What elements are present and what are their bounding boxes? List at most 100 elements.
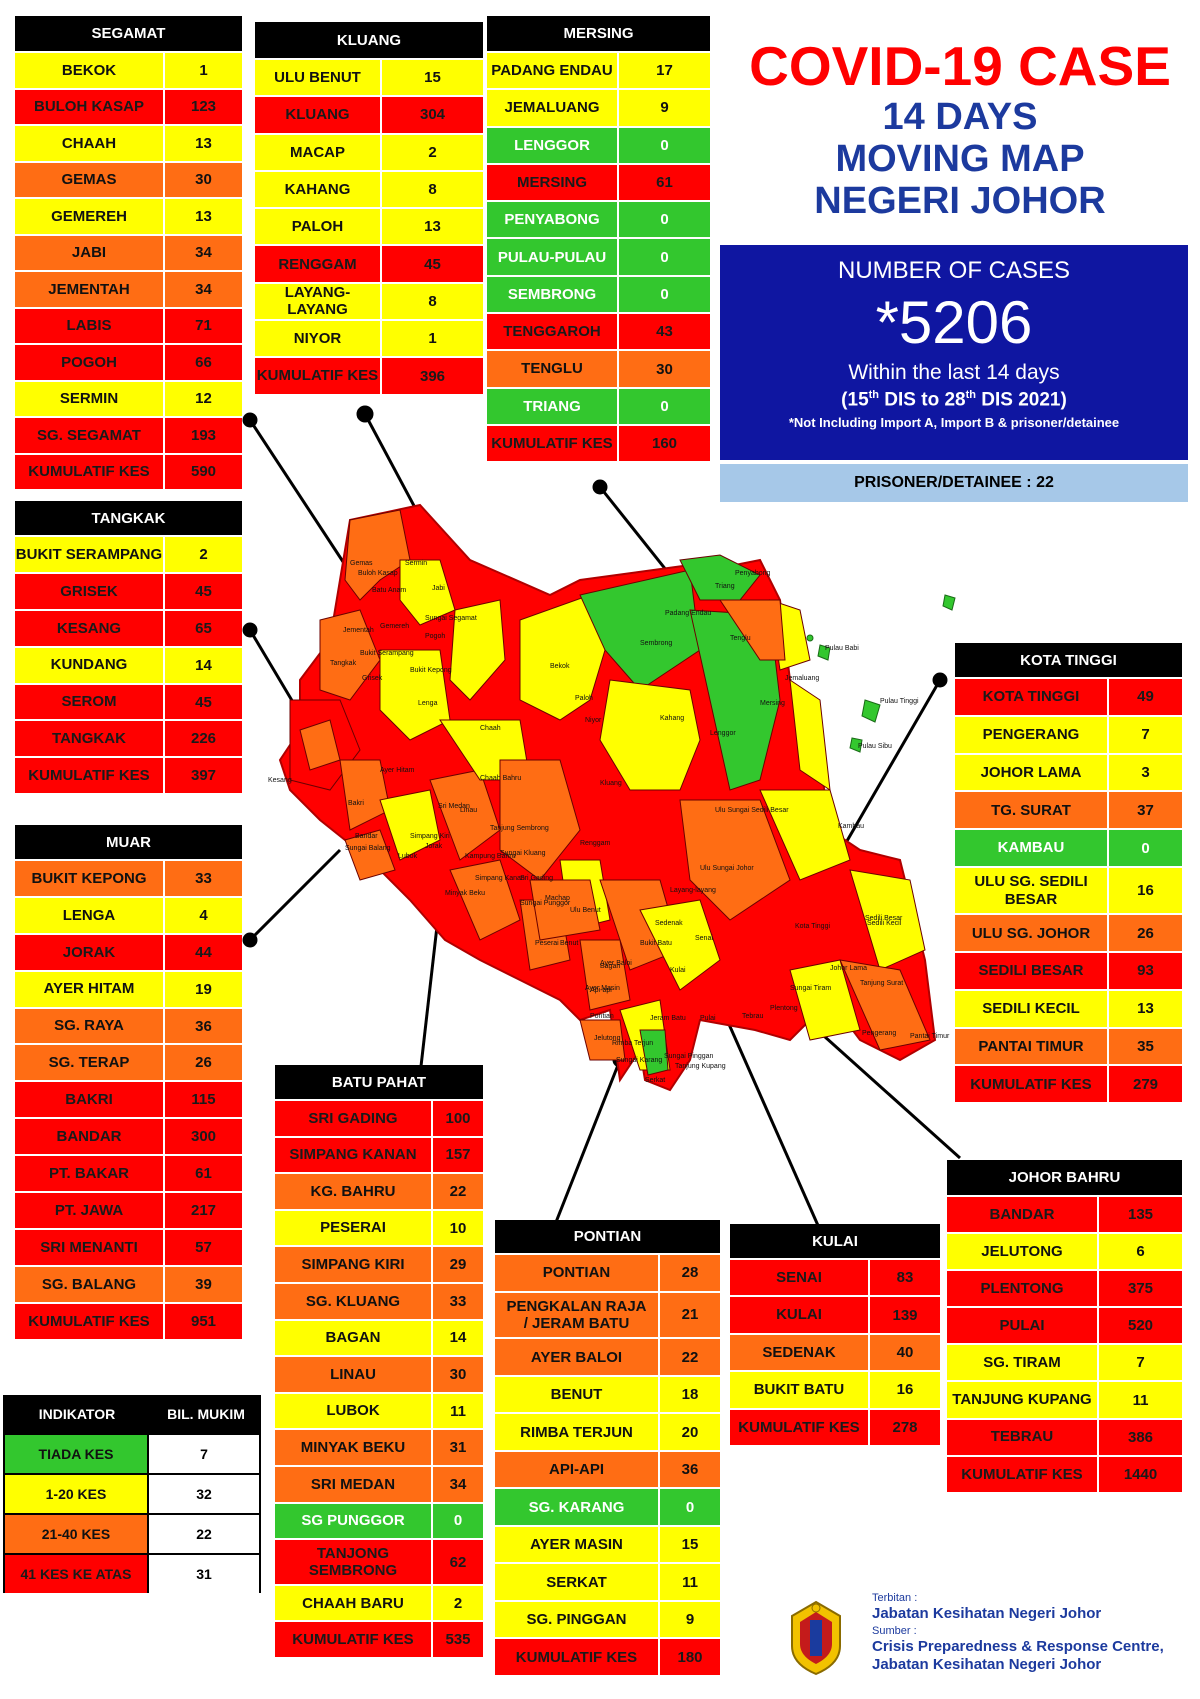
mukim-name: PT. BAKAR	[15, 1156, 165, 1192]
legend-row-21-40-kes: 21-40 KES 22	[3, 1513, 261, 1553]
mukim-case-count: 0	[660, 248, 669, 266]
mukim-case-count: 386	[1127, 1428, 1154, 1446]
mukim-name: AYER BALOI	[495, 1339, 660, 1375]
svg-text:Tebrau: Tebrau	[742, 1013, 764, 1020]
mukim-case-count: 135	[1127, 1206, 1154, 1224]
mukim-row-serkat: SERKAT 11	[495, 1562, 720, 1600]
mukim-case-count: 375	[1127, 1280, 1154, 1298]
mukim-name: KAMBAU	[955, 830, 1109, 866]
svg-text:Bukit Batu: Bukit Batu	[640, 940, 672, 947]
mukim-case-count: 93	[1137, 962, 1154, 980]
svg-text:Lenga: Lenga	[418, 700, 438, 707]
mukim-row-tanjung-kupang: TANJUNG KUPANG 11	[947, 1380, 1182, 1418]
mukim-name: SRI GADING	[275, 1101, 433, 1136]
svg-text:Sungai Karang: Sungai Karang	[616, 1057, 662, 1064]
mukim-case-count: 0	[660, 211, 669, 229]
legend-panel: INDIKATOR BIL. MUKIM TIADA KES 7 1-20 KES 3…	[3, 1395, 261, 1593]
mukim-case-count: 14	[195, 656, 212, 674]
cumulative-row: KUMULATIF KES 396	[255, 356, 483, 394]
mukim-name: KUMULATIF KES	[487, 425, 619, 462]
mukim-case-count: 0	[685, 1498, 695, 1516]
mukim-row-sri-medan: SRI MEDAN 34	[275, 1464, 483, 1502]
mukim-row-plentong: PLENTONG 375	[947, 1269, 1182, 1307]
svg-text:Sungai Kluang: Sungai Kluang	[500, 850, 546, 857]
cases-period: (15th DIS to 28th DIS 2021)	[841, 389, 1067, 411]
mukim-case-count: 13	[195, 207, 212, 225]
mukim-case-count: 15	[681, 1536, 699, 1554]
mukim-name: AYER HITAM	[15, 971, 165, 1007]
mukim-row-tangkak: TANGKAK 226	[15, 719, 242, 757]
mukim-name: KUMULATIF KES	[947, 1456, 1099, 1492]
mukim-row-pengerang: PENGERANG 7	[955, 714, 1182, 753]
mukim-name: PLENTONG	[947, 1271, 1099, 1307]
mukim-case-count: 115	[191, 1091, 216, 1109]
legend-label: 1-20 KES	[3, 1475, 149, 1513]
mukim-case-count: 180	[677, 1648, 703, 1666]
mukim-case-count: 1440	[1123, 1465, 1158, 1483]
mukim-case-count: 2	[453, 1594, 463, 1612]
mukim-row-simpang-kanan: SIMPANG KANAN 157	[275, 1135, 483, 1173]
mukim-name: JELUTONG	[947, 1234, 1099, 1270]
svg-text:Ayer Masin: Ayer Masin	[585, 985, 620, 992]
mukim-row-bukit-batu: BUKIT BATU 16	[730, 1370, 940, 1408]
mukim-name: ULU BENUT	[255, 60, 382, 96]
svg-text:Kahang: Kahang	[660, 715, 684, 722]
mukim-row-gemas: GEMAS 30	[15, 160, 242, 197]
mukim-name: ULU SG. JOHOR	[955, 915, 1109, 952]
mukim-name: CHAAH BARU	[275, 1585, 433, 1621]
mukim-row-bukit-serampang: BUKIT SERAMPANG 2	[15, 535, 242, 572]
svg-text:Ulu Sungai Johor: Ulu Sungai Johor	[700, 865, 754, 872]
mukim-case-count: 0	[660, 397, 669, 415]
mukim-row-sedili-kecil: SEDILI KECIL 13	[955, 988, 1182, 1027]
svg-text:Chaah Bahru: Chaah Bahru	[480, 775, 521, 782]
mukim-row-niyor: NIYOR 1	[255, 319, 483, 357]
mukim-row-tenglu: TENGLU 30	[487, 349, 710, 387]
mukim-name: MACAP	[255, 134, 382, 170]
mukim-case-count: 0	[1141, 839, 1150, 857]
mukim-name: GEMEREH	[15, 199, 165, 234]
mukim-row-gemereh: GEMEREH 13	[15, 197, 242, 234]
mukim-name: PALOH	[255, 209, 382, 245]
mukim-row-sg-punggor: SG PUNGGOR 0	[275, 1501, 483, 1539]
mukim-row-sermin: SERMIN 12	[15, 379, 242, 416]
mukim-name: LAYANG-LAYANG	[255, 283, 382, 320]
mukim-row-mersing: MERSING 61	[487, 162, 710, 201]
mukim-name: BANDAR	[947, 1197, 1099, 1233]
mukim-row-pt-jawa: PT. JAWA 217	[15, 1191, 242, 1228]
svg-text:Ayer Baloi: Ayer Baloi	[600, 960, 632, 967]
panel-batu-pahat: BATU PAHAT SRI GADING 100 SIMPANG KANAN 157 K…	[275, 1065, 483, 1658]
mukim-case-count: 33	[449, 1292, 467, 1310]
mukim-name: RIMBA TERJUN	[495, 1414, 660, 1450]
footer-terbitan-label: Terbitan :	[872, 1592, 918, 1604]
title-line-days: 14 DAYS	[882, 96, 1038, 138]
mukim-case-count: 21	[681, 1306, 699, 1324]
mukim-name: JOHOR LAMA	[955, 754, 1109, 791]
mukim-case-count: 123	[190, 98, 217, 116]
legend-mukim-count: 22	[149, 1515, 261, 1553]
mukim-case-count: 34	[195, 244, 212, 262]
cases-within: Within the last 14 days	[848, 361, 1060, 384]
mukim-case-count: 16	[1137, 882, 1154, 900]
mukim-case-count: 193	[190, 426, 217, 444]
svg-text:Bandar: Bandar	[355, 833, 378, 840]
panel-pontian: PONTIAN PONTIAN 28 PENGKALAN RAJA / JERAM B…	[495, 1220, 720, 1675]
mukim-case-count: 3	[1141, 763, 1150, 781]
svg-text:Pulau Sibu: Pulau Sibu	[858, 743, 892, 750]
mukim-case-count: 61	[195, 1165, 212, 1183]
mukim-case-count: 11	[682, 1573, 698, 1591]
mukim-name: SERKAT	[495, 1564, 660, 1600]
mukim-case-count: 36	[195, 1017, 212, 1035]
mukim-case-count: 8	[428, 181, 437, 199]
mukim-name: SEDILI KECIL	[955, 990, 1109, 1027]
panel-johor-bahru: JOHOR BAHRU BANDAR 135 JELUTONG 6 PLENTONG 375…	[947, 1160, 1182, 1492]
mukim-name: JEMENTAH	[15, 272, 165, 307]
mukim-case-count: 30	[656, 360, 673, 378]
mukim-name: SG. KARANG	[495, 1489, 660, 1525]
footer: Terbitan : Jabatan Kesihatan Negeri Joho…	[780, 1588, 1200, 1698]
district-header: KULAI	[730, 1224, 940, 1258]
mukim-name: SRI MEDAN	[275, 1466, 433, 1502]
mukim-name: LENGA	[15, 897, 165, 933]
legend-mukim-count: 7	[149, 1435, 261, 1473]
mukim-name: PANTAI TIMUR	[955, 1028, 1109, 1065]
panel-kulai: KULAI SENAI 83 KULAI 139 SEDENAK 40 BUKIT BATU 1…	[730, 1224, 940, 1445]
